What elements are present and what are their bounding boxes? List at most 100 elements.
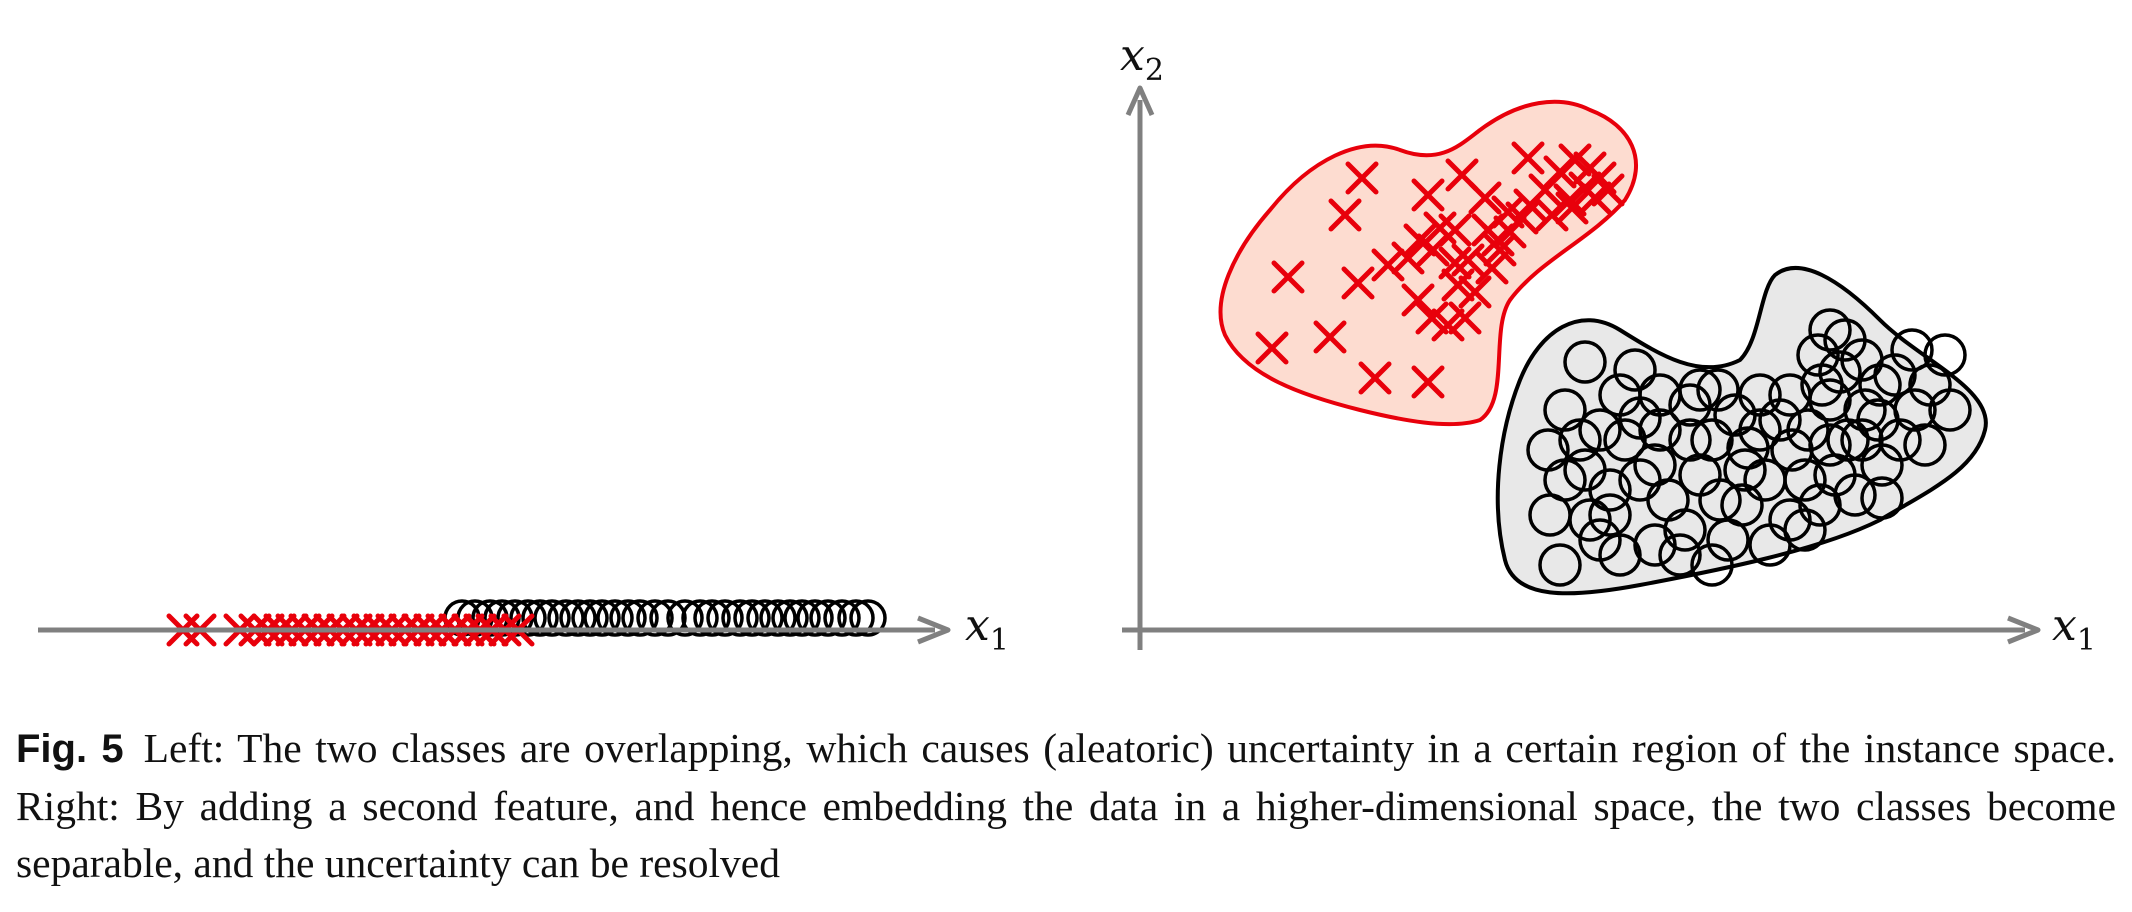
- circle-marker: [1903, 423, 1947, 467]
- circle-marker: [583, 599, 621, 637]
- circle-marker: [1563, 448, 1607, 492]
- left-x-axis-label: x1: [965, 600, 1009, 658]
- right-panel: x1 x2: [1120, 30, 2096, 658]
- circle-marker: [823, 599, 861, 637]
- circle-marker: [1690, 543, 1734, 587]
- circle-marker: [1738, 408, 1782, 452]
- circle-marker: [1808, 378, 1852, 422]
- circle-marker: [636, 599, 674, 637]
- cross-marker: [1441, 268, 1475, 302]
- circle-marker: [706, 599, 744, 637]
- circle-marker: [1658, 533, 1702, 577]
- circle-marker: [1543, 388, 1587, 432]
- circle-marker: [1668, 383, 1712, 427]
- cross-marker: [1471, 213, 1505, 247]
- cross-marker: [1358, 361, 1392, 395]
- cross-marker: [1415, 301, 1449, 335]
- cross-marker: [1591, 173, 1625, 207]
- circle-marker: [666, 599, 704, 637]
- circle-marker: [1783, 508, 1827, 552]
- circle-marker: [1598, 373, 1642, 417]
- circle-marker: [571, 599, 609, 637]
- circle-marker: [746, 599, 784, 637]
- circle-marker: [1543, 458, 1587, 502]
- circle-marker: [1798, 483, 1842, 527]
- circle-marker: [783, 599, 821, 637]
- circle-marker: [1638, 408, 1682, 452]
- cross-marker: [1448, 301, 1482, 335]
- circle-marker: [1668, 418, 1712, 462]
- circle-marker: [1578, 518, 1622, 562]
- circle-marker: [1723, 448, 1767, 492]
- circle-marker: [1823, 318, 1867, 362]
- circle-marker: [1578, 408, 1622, 452]
- circle-marker: [649, 599, 687, 637]
- cross-marker: [1438, 213, 1472, 247]
- circle-marker: [521, 599, 559, 637]
- caption-text: Left: The two classes are overlapping, w…: [16, 725, 2117, 886]
- cross-marker: [1313, 320, 1347, 354]
- left-x-axis-arrowhead: [917, 615, 951, 645]
- cross-marker: [1511, 141, 1545, 175]
- figure-caption: Fig. 5 Left: The two classes are overlapp…: [16, 720, 2116, 892]
- circle-marker: [1783, 458, 1827, 502]
- circle-marker: [1633, 523, 1677, 567]
- circle-marker: [1618, 458, 1662, 502]
- circle-marker: [796, 599, 834, 637]
- circle-marker: [771, 599, 809, 637]
- circle-marker: [693, 599, 731, 637]
- circle-marker: [1796, 333, 1840, 377]
- circle-marker: [1873, 353, 1917, 397]
- circle-marker: [1603, 418, 1647, 462]
- circle-marker: [681, 599, 719, 637]
- left-panel: x1: [38, 599, 1009, 658]
- cross-marker: [1458, 275, 1492, 309]
- circle-marker: [1808, 308, 1852, 352]
- cross-marker: [1391, 241, 1425, 275]
- circle-marker: [1758, 398, 1802, 442]
- circle-marker: [1588, 493, 1632, 537]
- cross-marker: [1555, 191, 1589, 225]
- cross-marker: [1255, 331, 1289, 365]
- circle-marker: [1558, 418, 1602, 462]
- cross-marker: [1345, 161, 1379, 195]
- circle-marker: [1818, 350, 1862, 394]
- cross-marker: [1535, 198, 1569, 232]
- circle-marker: [1833, 473, 1877, 517]
- cross-marker: [1451, 243, 1485, 277]
- circle-marker: [1808, 423, 1852, 467]
- circle-marker: [1663, 508, 1707, 552]
- circle-marker: [1786, 408, 1830, 452]
- right-y-axis-label: x2: [1120, 30, 1164, 88]
- cross-marker: [1271, 260, 1305, 294]
- cross-marker: [1411, 178, 1445, 212]
- circle-marker: [1568, 498, 1612, 542]
- figure-label: Fig. 5: [16, 727, 124, 771]
- circle-marker: [547, 599, 585, 637]
- cross-marker: [1445, 158, 1479, 192]
- circle-marker: [809, 599, 847, 637]
- right-circle-markers: [1526, 308, 1972, 587]
- circle-marker: [1690, 418, 1734, 462]
- circle-marker: [1890, 328, 1934, 372]
- circle-marker: [837, 599, 875, 637]
- circle-marker: [1928, 388, 1972, 432]
- cross-marker: [1371, 248, 1405, 282]
- circle-marker: [559, 599, 597, 637]
- cross-marker: [1558, 143, 1592, 177]
- circle-marker: [733, 599, 771, 637]
- circle-marker: [621, 599, 659, 637]
- circle-marker: [849, 599, 887, 637]
- circle-marker: [1860, 476, 1904, 520]
- cross-marker: [1401, 283, 1435, 317]
- circle-marker: [1538, 543, 1582, 587]
- cross-marker: [1341, 266, 1375, 300]
- circle-marker: [1856, 398, 1900, 442]
- circle-marker: [1843, 388, 1887, 432]
- right-cross-markers: [1255, 141, 1625, 399]
- circle-marker: [759, 599, 797, 637]
- circle-marker: [1696, 368, 1740, 412]
- circle-marker: [509, 599, 547, 637]
- right-y-axis-arrowhead: [1125, 85, 1155, 117]
- cross-marker: [1475, 251, 1509, 285]
